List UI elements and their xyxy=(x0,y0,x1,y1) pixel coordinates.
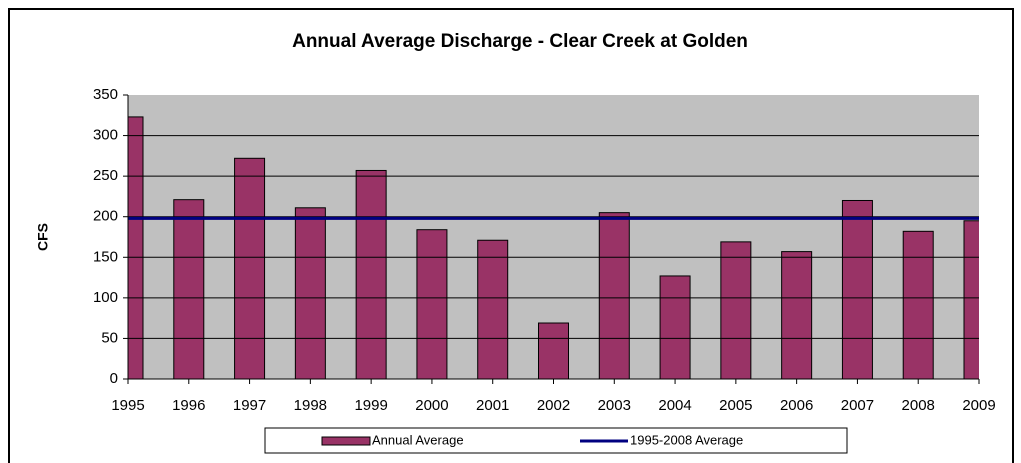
chart-title: Annual Average Discharge - Clear Creek a… xyxy=(292,31,748,52)
x-tick-label: 2001 xyxy=(476,397,509,414)
x-tick-label: 1997 xyxy=(233,397,266,414)
x-tick-label: 2009 xyxy=(962,397,995,414)
bar xyxy=(963,220,979,379)
y-tick-label: 300 xyxy=(93,127,118,144)
legend-label: Annual Average xyxy=(372,432,464,447)
bar xyxy=(294,207,326,379)
bar xyxy=(355,169,387,379)
y-tick-label: 150 xyxy=(93,248,118,265)
x-tick-label: 1995 xyxy=(111,397,144,414)
x-tick-label: 1998 xyxy=(294,397,327,414)
bars xyxy=(128,116,979,379)
bar xyxy=(720,241,752,379)
x-tick-label: 1996 xyxy=(172,397,205,414)
y-tick-label: 0 xyxy=(110,370,118,387)
bar xyxy=(538,322,569,379)
x-tick-label: 2003 xyxy=(598,397,631,414)
x-tick-label: 2000 xyxy=(415,397,448,414)
y-tick-label: 50 xyxy=(101,329,118,346)
bar xyxy=(902,230,934,379)
x-tick-label: 2005 xyxy=(719,397,752,414)
x-tick-label: 2008 xyxy=(902,397,935,414)
bar xyxy=(659,275,691,379)
bar xyxy=(477,239,509,379)
bar xyxy=(781,251,813,379)
y-tick-label: 200 xyxy=(93,208,118,225)
bar xyxy=(173,199,205,379)
x-tick-label: 1999 xyxy=(354,397,387,414)
x-tick-label: 2006 xyxy=(780,397,813,414)
x-tick-label: 2007 xyxy=(841,397,874,414)
bar xyxy=(234,157,266,379)
x-tick-label: 2004 xyxy=(658,397,691,414)
y-tick-label: 250 xyxy=(93,167,118,184)
y-axis-title: CFS xyxy=(35,223,51,251)
legend: Annual Average 1995-2008 Average xyxy=(264,427,848,454)
bar xyxy=(841,199,873,379)
bar xyxy=(128,116,144,379)
legend-swatch xyxy=(321,436,371,446)
bar xyxy=(416,229,448,379)
legend-label: 1995-2008 Average xyxy=(630,432,743,447)
x-tick-label: 2002 xyxy=(537,397,570,414)
y-tick-label: 350 xyxy=(93,86,118,103)
bar xyxy=(598,212,630,379)
y-tick-label: 100 xyxy=(93,289,118,306)
